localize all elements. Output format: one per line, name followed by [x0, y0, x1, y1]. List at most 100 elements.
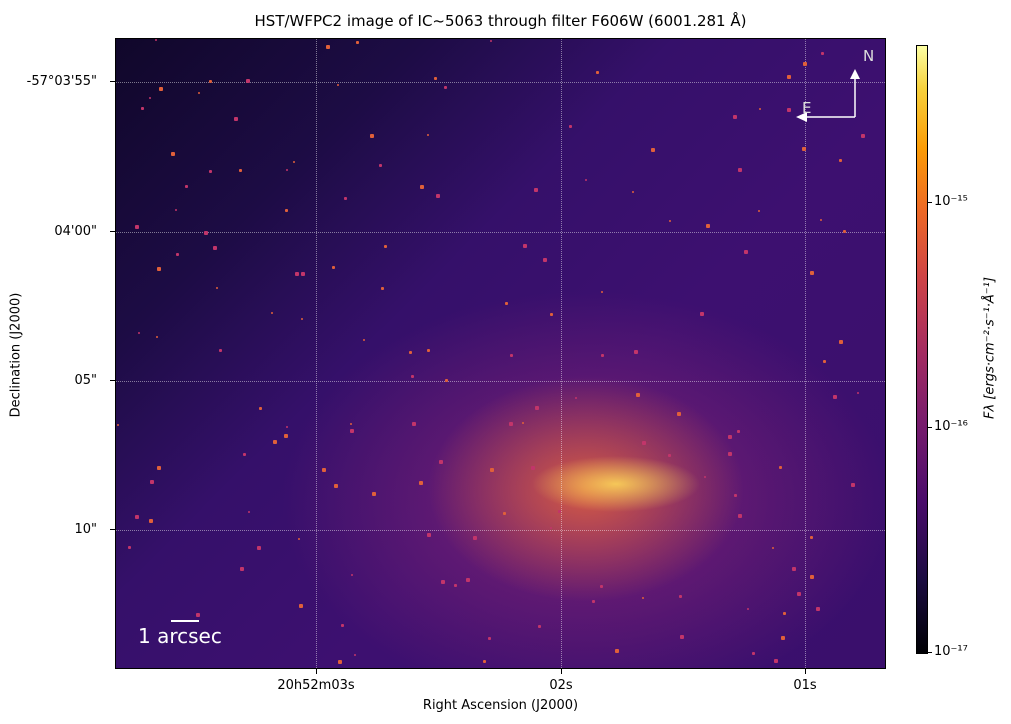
star-speck	[792, 567, 796, 571]
star-speck	[441, 580, 445, 584]
star-speck	[332, 266, 335, 269]
star-speck	[823, 360, 826, 363]
star-speck	[155, 39, 157, 41]
star-speck	[558, 510, 561, 513]
star-speck	[596, 71, 599, 74]
star-speck	[322, 468, 326, 472]
star-speck	[338, 660, 342, 664]
star-speck	[149, 519, 153, 523]
colorbar-tick-label: 10⁻¹⁵	[934, 194, 968, 209]
colorbar-label: Fλ [ergs·cm⁻²·s⁻¹·Å⁻¹]	[982, 277, 998, 419]
colorbar-tick-label: 10⁻¹⁶	[934, 419, 968, 434]
star-speck	[273, 440, 277, 444]
star-speck	[196, 613, 200, 617]
star-speck	[601, 291, 603, 293]
star-speck	[534, 188, 538, 192]
star-speck	[490, 468, 494, 472]
star-speck	[240, 567, 244, 571]
star-speck	[354, 654, 356, 656]
star-speck	[810, 536, 813, 539]
star-speck	[341, 624, 344, 627]
star-speck	[216, 287, 218, 289]
star-speck	[642, 597, 644, 599]
star-speck	[535, 406, 539, 410]
star-speck	[248, 511, 250, 513]
star-speck	[483, 660, 486, 663]
x-tick	[316, 669, 317, 674]
star-speck	[293, 161, 295, 163]
star-speck	[787, 108, 791, 112]
star-speck	[427, 349, 430, 352]
star-speck	[285, 209, 288, 212]
x-tick-label: 02s	[549, 678, 573, 693]
star-speck	[171, 152, 175, 156]
star-speck	[744, 250, 748, 254]
star-speck	[503, 512, 506, 515]
galaxy-image: 1 arcsec N E	[115, 38, 886, 669]
star-speck	[135, 225, 139, 229]
star-speck	[738, 514, 742, 518]
star-speck	[816, 607, 820, 611]
star-speck	[350, 423, 352, 425]
colorbar-tick	[928, 202, 932, 203]
compass-north-label: N	[863, 47, 874, 65]
star-speck	[286, 169, 288, 171]
star-speck	[138, 332, 140, 334]
star-speck	[728, 435, 732, 439]
star-speck	[759, 108, 761, 110]
star-speck	[803, 62, 807, 66]
star-speck	[839, 340, 843, 344]
star-speck	[737, 430, 740, 433]
star-speck	[427, 134, 429, 136]
star-speck	[204, 231, 208, 235]
star-speck	[797, 592, 801, 596]
y-tick	[110, 529, 115, 530]
colorbar-tick	[928, 652, 932, 653]
star-speck	[427, 533, 431, 537]
star-speck	[538, 625, 541, 628]
star-speck	[734, 494, 737, 497]
y-tick	[110, 81, 115, 82]
star-speck	[299, 604, 303, 608]
chart-title: HST/WFPC2 image of IC~5063 through filte…	[254, 12, 747, 30]
star-speck	[642, 441, 646, 445]
x-axis-label: Right Ascension (J2000)	[422, 698, 579, 713]
star-speck	[156, 336, 158, 338]
star-speck	[585, 179, 587, 181]
x-tick-label: 01s	[793, 678, 817, 693]
star-speck	[704, 476, 706, 478]
star-speck	[488, 637, 491, 640]
star-speck	[636, 393, 640, 397]
compass-arrows	[796, 69, 860, 122]
star-speck	[372, 492, 376, 496]
star-speck	[209, 80, 212, 83]
x-tick	[805, 669, 806, 674]
star-speck	[531, 466, 535, 470]
star-speck	[779, 466, 782, 469]
star-speck	[381, 287, 384, 290]
star-speck	[384, 245, 387, 248]
star-speck	[466, 578, 470, 582]
star-speck	[356, 41, 359, 44]
y-tick-label: 10"	[74, 522, 97, 537]
grid-line-x	[316, 39, 317, 668]
colorbar-tick	[928, 427, 932, 428]
star-speck	[444, 86, 447, 89]
star-speck	[409, 351, 412, 354]
star-speck	[700, 312, 704, 316]
star-speck	[821, 52, 824, 55]
star-speck	[157, 466, 161, 470]
grid-line-x	[561, 39, 562, 668]
star-speck	[810, 271, 814, 275]
star-speck	[543, 258, 547, 262]
star-speck	[334, 484, 338, 488]
star-speck	[632, 191, 634, 193]
star-speck	[157, 267, 161, 271]
star-speck	[575, 397, 577, 399]
star-speck	[523, 244, 527, 248]
star-speck	[286, 426, 288, 428]
star-speck	[839, 159, 842, 162]
y-tick	[110, 231, 115, 232]
star-speck	[301, 318, 303, 320]
grid-line-y	[116, 381, 885, 382]
